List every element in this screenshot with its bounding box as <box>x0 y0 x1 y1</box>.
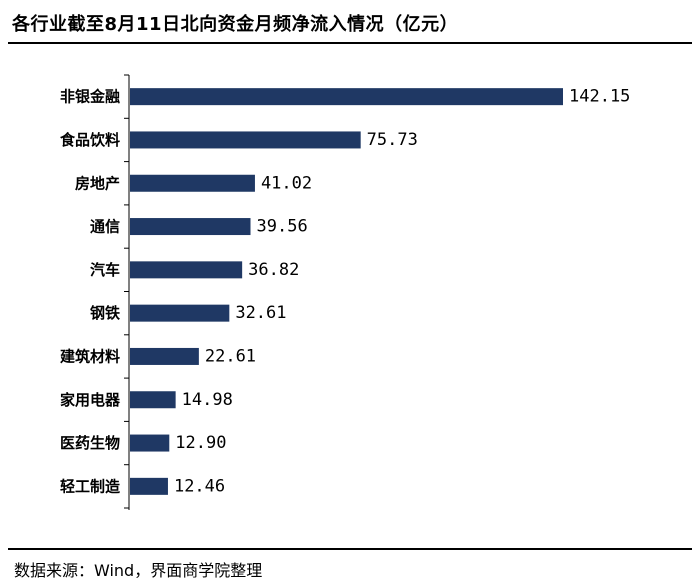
bar <box>130 88 563 106</box>
bar <box>130 477 168 495</box>
data-label: 75.73 <box>367 130 418 150</box>
category-label: 家用电器 <box>60 391 121 409</box>
bar <box>130 347 199 365</box>
category-label: 非银金融 <box>60 88 120 106</box>
category-label: 通信 <box>90 218 120 236</box>
bar <box>130 131 361 149</box>
bar <box>130 261 243 279</box>
data-label: 12.46 <box>174 476 225 496</box>
category-label: 食品饮料 <box>60 131 120 149</box>
data-label: 12.90 <box>175 433 226 453</box>
bar <box>130 434 170 452</box>
data-label: 142.15 <box>569 87 630 107</box>
data-label: 22.61 <box>205 346 256 366</box>
category-label: 钢铁 <box>90 304 120 322</box>
category-label: 医药生物 <box>60 434 120 452</box>
category-label: 轻工制造 <box>60 477 120 495</box>
data-label: 39.56 <box>257 217 308 237</box>
bar <box>130 304 230 322</box>
source-note: 数据来源：Wind，界面商学院整理 <box>14 561 263 580</box>
data-label: 41.02 <box>261 173 312 193</box>
bar <box>130 391 176 409</box>
top-rule <box>8 42 692 44</box>
chart-title: 各行业截至8月11日北向资金月频净流入情况（亿元） <box>12 14 459 35</box>
category-label: 汽车 <box>90 261 120 279</box>
bottom-rule <box>8 548 692 550</box>
data-label: 32.61 <box>235 303 286 323</box>
category-label: 建筑材料 <box>60 347 120 365</box>
category-label: 房地产 <box>75 174 120 192</box>
bar <box>130 218 251 236</box>
bar <box>130 174 255 192</box>
data-label: 14.98 <box>182 390 233 410</box>
data-label: 36.82 <box>248 260 299 280</box>
